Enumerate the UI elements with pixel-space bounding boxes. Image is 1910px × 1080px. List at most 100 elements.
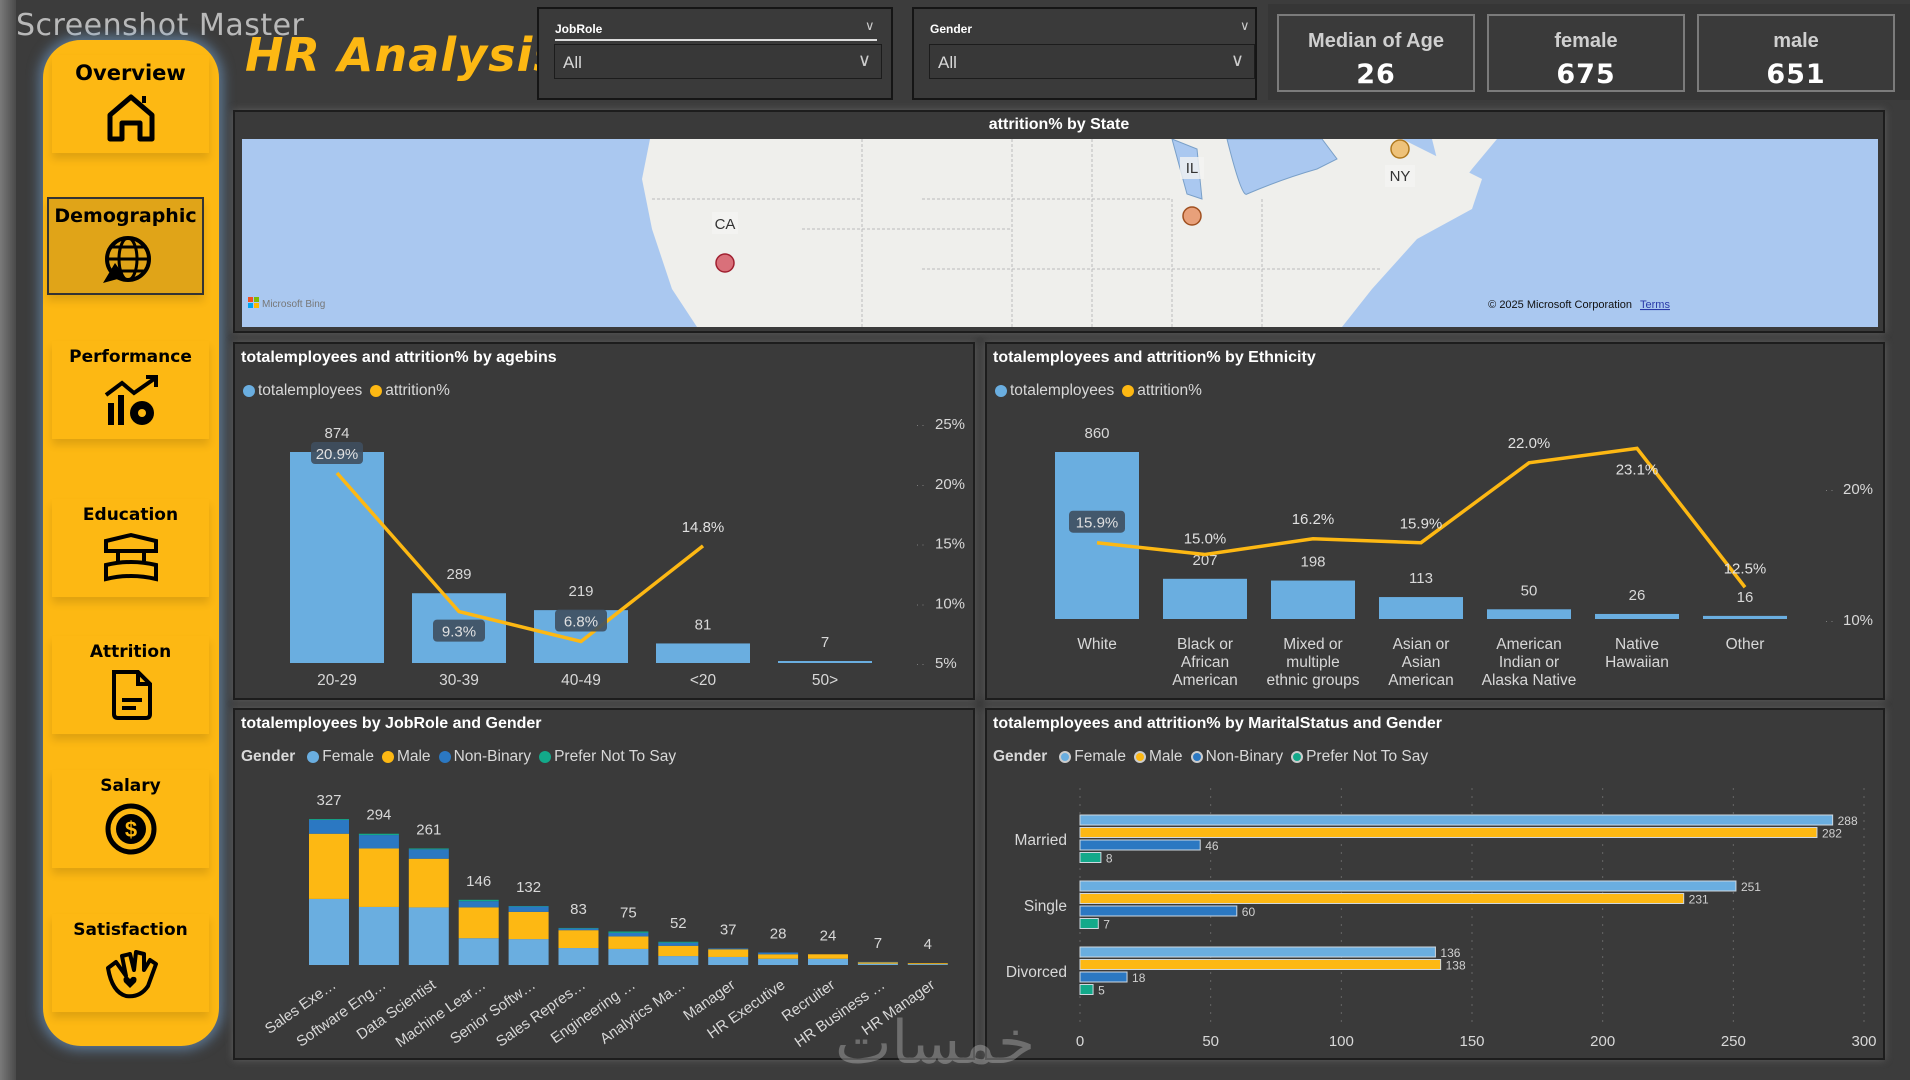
chevron-down-icon[interactable]: ∨ <box>865 18 875 33</box>
bar <box>1271 580 1355 619</box>
sidebar-item-overview[interactable]: Overview <box>52 55 209 153</box>
bar-segment-non-binary <box>358 835 399 849</box>
legend-label: Female <box>322 748 374 765</box>
legend-item[interactable]: Female <box>305 748 374 766</box>
category-label: Asian or Asian American <box>1388 636 1453 689</box>
legend-item[interactable]: totalemployees <box>993 382 1114 400</box>
legend-dot <box>307 751 320 763</box>
gender-slicer-label: Gender <box>930 22 973 36</box>
axis-tick-dot: · · <box>916 599 925 609</box>
bing-label: Microsoft Bing <box>262 299 325 310</box>
bar-segment-female <box>608 948 649 965</box>
sidebar-item-satisfaction[interactable]: Satisfaction <box>52 914 209 1012</box>
bar-value-label: 81 <box>695 616 712 633</box>
legend-item[interactable]: Prefer Not To Say <box>1289 748 1428 766</box>
bar <box>1595 613 1679 619</box>
x-tick-label: 300 <box>1851 1033 1876 1050</box>
bar-male <box>1079 893 1685 904</box>
legend-item[interactable]: Male <box>380 748 431 766</box>
axis-tick-dot: · · <box>916 659 925 669</box>
map-canvas[interactable]: CA IL NY Microsoft Bing © 2025 Microsoft… <box>242 139 1878 327</box>
x-tick-label: 50 <box>1202 1033 1219 1050</box>
category-label: Divorced <box>1006 964 1067 981</box>
land-area <box>642 139 1482 327</box>
legend-dot <box>539 751 552 763</box>
bar-value-label: 198 <box>1300 554 1325 571</box>
map-title: attrition% by State <box>988 116 1130 133</box>
bar-segment-male <box>907 963 948 965</box>
axis-tick-dot: · · <box>916 540 925 550</box>
gender-dropdown[interactable]: All ∨ <box>929 44 1255 79</box>
legend-item[interactable]: Non-Binary <box>437 748 532 766</box>
category-label: 30-39 <box>439 672 479 689</box>
sidebar-item-label: Education <box>82 505 179 525</box>
category-label: 50> <box>812 672 838 689</box>
bar-total-label: 294 <box>366 807 391 824</box>
bar-prefer-not-to-say <box>1079 852 1102 863</box>
sidebar-item-attrition[interactable]: Attrition <box>52 636 209 734</box>
data-label-box <box>311 441 363 464</box>
attrition-value-label: 15.9% <box>1400 516 1443 533</box>
bar-segment-non-binary <box>758 952 799 955</box>
bar <box>1055 452 1139 619</box>
legend-title: Gender <box>241 748 296 765</box>
legend-label: Non-Binary <box>453 748 532 765</box>
bar-non-binary <box>1079 971 1128 983</box>
bar <box>1703 615 1787 619</box>
kpi-value: 651 <box>1766 59 1826 90</box>
map-marker-ca[interactable]: CA <box>712 212 738 273</box>
bar-segment-prefer-not-to-say <box>458 899 499 902</box>
bar-segment-male <box>358 848 399 907</box>
bar-value-label: 136 <box>1440 946 1460 960</box>
bar-value-label: 5 <box>1098 984 1105 998</box>
sidebar-item-education[interactable]: Education <box>52 499 209 597</box>
axis-tick-dot: · · <box>1825 485 1834 495</box>
bar-value-label: 138 <box>1446 959 1466 973</box>
divider <box>555 39 877 41</box>
sidebar-item-demographic[interactable]: Demographic <box>47 197 204 295</box>
sidebar-item-salary[interactable]: Salary $ <box>52 770 209 868</box>
legend-dot <box>1133 751 1146 763</box>
legend-item[interactable]: Female <box>1057 748 1126 766</box>
legend-item[interactable]: attrition% <box>368 382 450 400</box>
bar-segment-non-binary <box>508 906 549 912</box>
category-label: <20 <box>690 672 717 689</box>
chevron-down-icon[interactable]: ∨ <box>1240 18 1250 33</box>
map-marker-ny[interactable]: NY <box>1385 139 1415 187</box>
bar-value-label: 219 <box>568 583 593 600</box>
bar-segment-female <box>309 898 349 965</box>
y2-tick-label: 25% <box>935 416 965 433</box>
map-marker-il[interactable]: IL <box>1180 157 1204 226</box>
jobrole-dropdown[interactable]: All ∨ <box>554 44 882 79</box>
data-label-box <box>433 619 485 642</box>
sidebar-item-label: Salary <box>100 776 161 796</box>
chart-title: totalemployees and attrition% by Ethnici… <box>993 349 1316 366</box>
bar-segment-male <box>558 930 599 949</box>
sidebar-item-performance[interactable]: Performance <box>52 341 209 439</box>
chart-legend: Gender Female Male Non-Binary Prefer Not… <box>993 748 1434 766</box>
kpi-card-female: female 675 <box>1487 14 1685 92</box>
legend-item[interactable]: totalemployees <box>241 382 362 400</box>
legend-dot <box>370 385 383 397</box>
bar-segment-female <box>808 958 848 965</box>
chart-title: totalemployees by JobRole and Gender <box>241 715 542 732</box>
category-label: Married <box>1014 832 1067 849</box>
bar-total-label: 4 <box>924 936 932 953</box>
dollar-circle-icon: $ <box>105 803 156 855</box>
bar <box>1379 597 1463 619</box>
terms-link[interactable]: Terms <box>1640 299 1670 311</box>
bar-segment-female <box>907 964 948 965</box>
bar-total-label: 83 <box>570 901 587 918</box>
sidebar-item-label: Satisfaction <box>73 920 188 940</box>
legend-item[interactable]: attrition% <box>1120 382 1202 400</box>
jobrole-slicer: JobRole ∨ All ∨ <box>537 7 893 100</box>
bar-value-label: 860 <box>1084 425 1109 442</box>
bar-segment-female <box>408 907 449 965</box>
category-label: 40-49 <box>561 672 601 689</box>
legend-item[interactable]: Male <box>1132 748 1183 766</box>
legend-item[interactable]: Prefer Not To Say <box>537 748 676 766</box>
chart-legend: totalemployees attrition% <box>993 382 1208 400</box>
legend-item[interactable]: Non-Binary <box>1189 748 1283 766</box>
kpi-card-median-age: Median of Age 26 <box>1277 14 1475 92</box>
category-label: Engineering … <box>548 976 639 1047</box>
